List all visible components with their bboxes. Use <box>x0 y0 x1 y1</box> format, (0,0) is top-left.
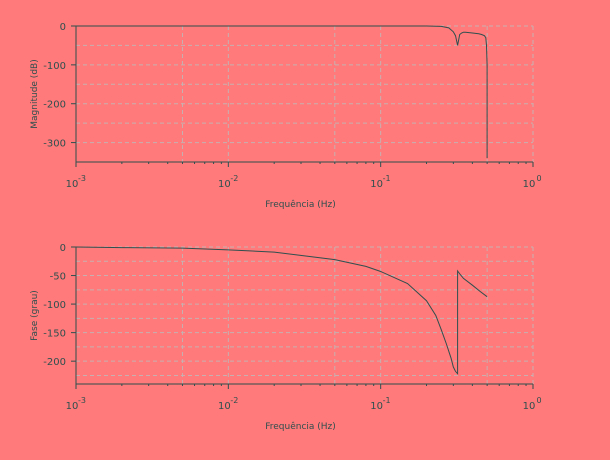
y-tick-label: -300 <box>43 139 66 150</box>
x-tick-label: 10 <box>66 179 79 190</box>
x-tick-label-exponent: -1 <box>383 174 391 183</box>
x-tick-label-exponent: -1 <box>383 396 391 405</box>
y-tick-label: 0 <box>60 22 66 33</box>
y-axis-label: Fase (grau) <box>30 290 40 341</box>
x-axis-label: Frequência (Hz) <box>265 199 336 210</box>
y-tick-label: -200 <box>43 357 66 368</box>
x-tick-label: 10 <box>218 179 231 190</box>
x-tick-label: 10 <box>523 401 536 412</box>
x-tick-label: 10 <box>218 401 231 412</box>
x-tick-label-exponent: -3 <box>78 174 86 183</box>
x-tick-label-exponent: 0 <box>536 396 541 405</box>
x-tick-label-exponent: 0 <box>536 174 541 183</box>
y-tick-label: -200 <box>43 100 66 111</box>
x-tick-label-exponent: -3 <box>78 396 86 405</box>
x-tick-label: 10 <box>370 179 383 190</box>
y-axis-label: Magnitude (dB) <box>30 59 40 128</box>
y-tick-label: -100 <box>43 300 66 311</box>
x-tick-label: 10 <box>370 401 383 412</box>
y-tick-label: -50 <box>50 272 66 283</box>
series-line <box>75 246 488 375</box>
y-tick-label: 0 <box>60 243 66 254</box>
phase-plot: 10-310-210-11000-50-100-150-200Frequênci… <box>30 243 542 432</box>
y-tick-label: -150 <box>43 329 66 340</box>
series-line <box>76 25 488 159</box>
x-axis-label: Frequência (Hz) <box>265 421 336 432</box>
x-tick-label-exponent: -2 <box>230 174 238 183</box>
x-tick-label: 10 <box>66 401 79 412</box>
x-tick-label: 10 <box>523 179 536 190</box>
x-tick-label-exponent: -2 <box>230 396 238 405</box>
y-tick-label: -100 <box>43 61 66 72</box>
